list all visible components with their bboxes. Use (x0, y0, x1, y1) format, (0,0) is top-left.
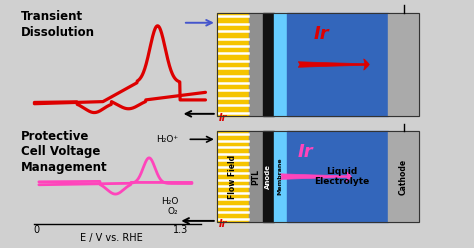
Text: Ir: Ir (313, 25, 329, 43)
Bar (388, 13, 419, 116)
Text: O₂: O₂ (168, 207, 178, 216)
Text: Ir: Ir (298, 143, 313, 161)
Bar (263, 131, 274, 222)
Text: Protective
Cell Voltage
Management: Protective Cell Voltage Management (21, 130, 108, 174)
Text: H₂O⁺: H₂O⁺ (156, 135, 178, 144)
Bar (217, 13, 249, 116)
Text: 0: 0 (34, 224, 40, 235)
Text: Anode: Anode (265, 164, 271, 189)
Text: Membrane: Membrane (278, 158, 283, 195)
Text: H₂O: H₂O (161, 197, 178, 206)
Bar (263, 13, 274, 116)
Bar (274, 13, 286, 116)
Text: 1.3: 1.3 (173, 224, 188, 235)
Bar (217, 13, 419, 116)
Bar (217, 131, 419, 222)
Bar (249, 13, 263, 116)
Text: Liquid
Electrolyte: Liquid Electrolyte (314, 167, 369, 186)
Text: Flow Field: Flow Field (228, 155, 237, 199)
Text: Cathode: Cathode (399, 158, 408, 195)
Text: E / V vs. RHE: E / V vs. RHE (80, 233, 142, 243)
Text: Ir: Ir (219, 113, 228, 123)
Bar (388, 131, 419, 222)
Text: Ir: Ir (219, 219, 228, 229)
Bar (286, 131, 388, 222)
Bar (286, 13, 388, 116)
Text: Transient
Dissolution: Transient Dissolution (21, 10, 95, 39)
Bar (274, 131, 286, 222)
Bar (249, 131, 263, 222)
Bar (217, 131, 249, 222)
Text: PTL: PTL (251, 169, 260, 185)
